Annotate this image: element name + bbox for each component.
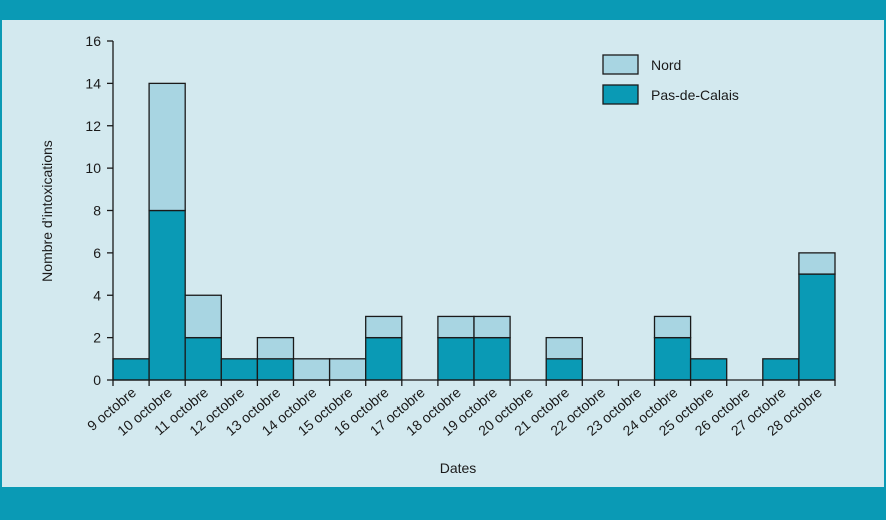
bar-nord [148,82,186,212]
y-tick-label: 4 [93,287,101,303]
bars-group [112,82,836,381]
y-tick-label: 10 [85,160,101,176]
bar-pas-de-calais [653,336,692,381]
bar-nord [545,336,583,360]
y-tick-label: 0 [93,372,101,388]
bar-nord [256,336,295,360]
axes-group [107,40,836,386]
bar-pas-de-calais [148,209,186,381]
bar-pas-de-calais [112,358,150,381]
bar-pas-de-calais [473,336,511,381]
bar-pas-de-calais [220,358,259,381]
bar-nord [473,315,511,339]
legend: Nord Pas-de-Calais [602,54,739,105]
y-tick-labels: 0 2 4 6 8 10 12 14 16 [85,33,101,388]
bar-pas-de-calais [762,358,800,381]
bar-pas-de-calais [689,358,728,381]
right-border [884,20,886,487]
legend-swatch [602,54,639,75]
y-tick-label: 14 [85,75,101,91]
bar-pas-de-calais [184,336,222,381]
bar-nord [292,358,331,381]
legend-label: Pas-de-Calais [651,87,739,103]
bar-nord [328,358,367,381]
y-tick-label: 6 [93,245,101,261]
left-border [0,20,2,487]
bar-nord [653,315,692,339]
top-band [0,0,886,20]
bar-pas-de-calais [256,358,295,381]
bottom-band [0,487,886,520]
legend-label: Nord [651,57,681,73]
y-tick-label: 16 [85,33,101,49]
bar-pas-de-calais [798,273,836,381]
y-tick-label: 12 [85,118,101,134]
bar-nord [437,315,475,339]
bar-pas-de-calais [365,336,403,381]
legend-swatch [602,84,639,105]
bar-pas-de-calais [545,358,583,381]
bar-nord [365,315,403,339]
bar-nord [184,294,222,339]
y-tick-label: 2 [93,330,101,346]
y-axis-title: Nombre d’intoxications [39,140,55,282]
y-tick-label: 8 [93,203,101,219]
bar-nord [798,252,836,275]
bar-pas-de-calais [437,336,475,381]
x-axis-title: Dates [440,460,477,476]
